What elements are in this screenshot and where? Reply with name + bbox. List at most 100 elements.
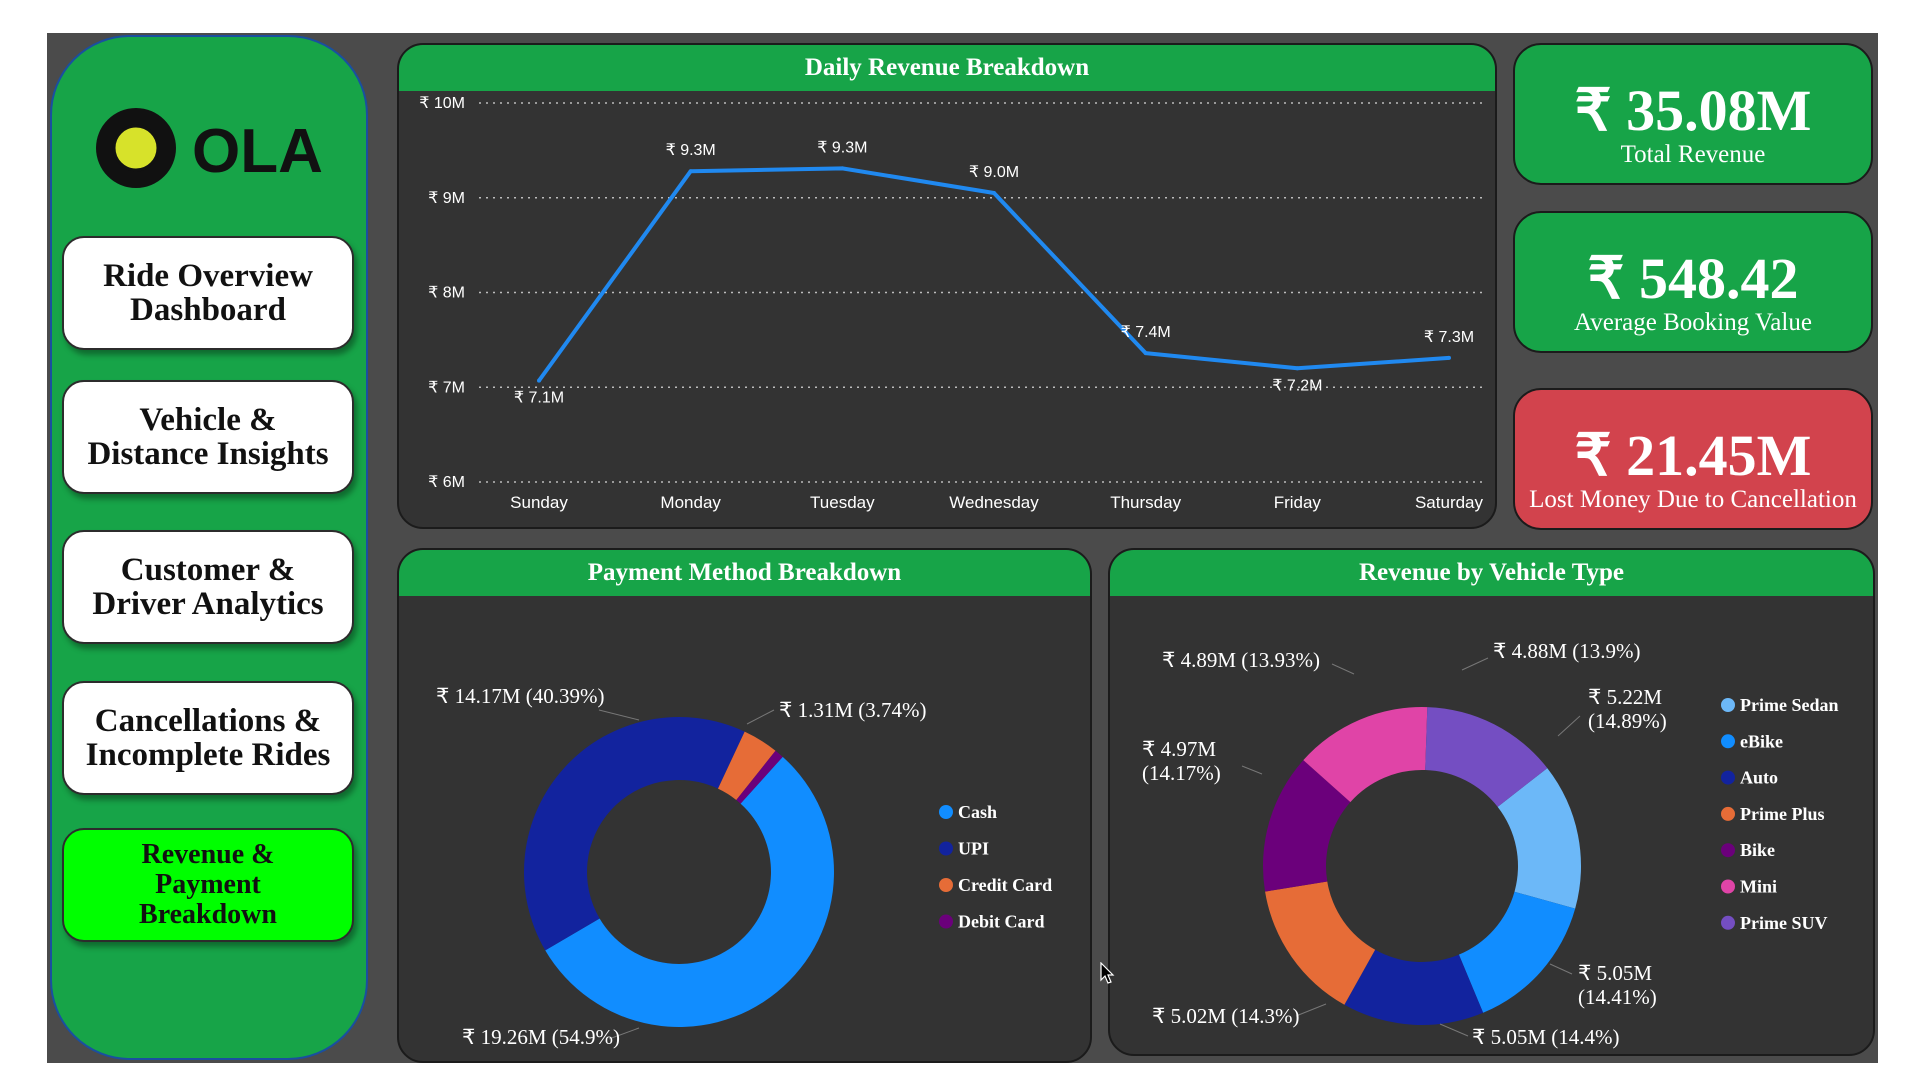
data-label: ₹ 9.0M [969,164,1019,181]
nav-revenue-payment-button[interactable]: Revenue & Payment Breakdown [62,828,354,942]
brand-name: OLA [192,117,323,186]
data-label: ₹ 7.3M [1424,329,1474,346]
legend-label: eBike [1740,731,1783,751]
nav-vehicle-distance-button[interactable]: Vehicle & Distance Insights [62,380,354,494]
slice-data-label: ₹ 1.31M (3.74%) [779,698,927,722]
legend-label: UPI [958,839,989,859]
legend-label: Mini [1740,877,1777,897]
slice-debit-card [736,750,783,804]
slice-prime-plus [1265,881,1376,1005]
leader-line [1549,963,1573,975]
leader-line [1331,663,1355,675]
nav-cancellations-button[interactable]: Cancellations & Incomplete Rides [62,681,354,795]
total-revenue-label: Total Revenue [1620,141,1766,168]
data-point [1143,351,1148,356]
legend-marker [939,805,953,819]
slice-data-label: ₹ 4.88M (13.9%) [1493,639,1641,663]
legend-label: Auto [1740,768,1778,788]
vehicle-type-panel: Revenue by Vehicle Type ₹ 5.22M (14.89%) ₹… [1108,548,1875,1056]
y-tick-label: ₹ 8M [428,285,465,302]
legend-label: Prime SUV [1740,913,1827,933]
lost-money-card: ₹ 21.45M Lost Money Due to Cancellation [1513,388,1873,530]
leader-line [1241,765,1263,775]
legend-marker [1721,734,1735,749]
slice-prime-suv [1425,707,1548,807]
legend-label: Bike [1740,840,1775,860]
data-point [1447,355,1451,360]
slice-data-label: ₹ 19.26M (54.9%) [462,1025,620,1049]
leader-line [746,709,775,725]
slice-credit-card [717,731,776,801]
data-label: ₹ 9.3M [666,142,716,159]
data-label: ₹ 7.1M [514,390,564,407]
slice-ebike [1458,891,1576,1013]
slice-data-label: ₹ 5.05M (14.4%) [1472,1025,1620,1049]
x-tick-label: Friday [1274,493,1322,512]
daily-revenue-line-chart: ₹ 6M ₹ 7M ₹ 8M ₹ 9M ₹ 10M Sunday Monday Tuesday… [419,95,1484,512]
payment-method-panel: Payment Method Breakdown ₹ 14.17M (40.39… [397,548,1092,1063]
y-tick-label: ₹ 10M [419,95,465,112]
lost-money-value: ₹ 21.45M [1574,423,1812,488]
slice-data-label: ₹ 5.22M (14.89%) [1588,685,1667,733]
total-revenue-value: ₹ 35.08M [1574,78,1812,143]
x-tick-label: Saturday [1415,493,1484,512]
legend-label: Prime Sedan [1740,695,1839,715]
data-point [1295,366,1300,371]
data-point [992,191,996,196]
legend-marker [1721,879,1735,894]
legend-marker [939,914,953,929]
legend-marker [939,841,953,856]
nav-ride-overview-button[interactable]: Ride Overview Dashboard [62,236,354,350]
x-tick-label: Monday [660,493,721,512]
legend-marker [1721,843,1735,858]
slice-auto [1344,949,1484,1025]
data-point [537,378,541,383]
total-revenue-card: ₹ 35.08M Total Revenue [1513,43,1873,185]
leader-line [1557,715,1581,737]
ola-logo: OLA [96,108,323,188]
lost-money-label: Lost Money Due to Cancellation [1529,486,1857,513]
legend-marker [1721,915,1735,930]
data-point [840,166,845,171]
slice-data-label: ₹ 5.02M (14.3%) [1152,1004,1300,1028]
leader-line [598,709,640,721]
x-tick-label: Wednesday [949,493,1039,512]
data-label: ₹ 7.4M [1121,324,1171,341]
slice-mini [1303,707,1428,803]
slice-data-label: ₹ 4.89M (13.93%) [1162,648,1320,672]
revenue-line [537,166,1450,382]
avg-booking-value: ₹ 548.42 [1587,246,1799,311]
y-tick-label: ₹ 7M [428,379,465,396]
legend-marker [1721,698,1735,712]
legend-marker [1721,770,1735,785]
y-tick-label: ₹ 9M [428,190,465,207]
slice-data-label: ₹ 5.05M (14.41%) [1578,961,1657,1009]
slice-bike [1263,760,1351,892]
leader-line [1439,1023,1469,1037]
avg-booking-card: ₹ 548.42 Average Booking Value [1513,211,1873,353]
slice-prime-sedan [1497,768,1581,909]
legend-label: Prime Plus [1740,804,1824,824]
payment-method-title: Payment Method Breakdown [399,550,1090,596]
legend-label: Credit Card [958,875,1052,895]
vehicle-type-title: Revenue by Vehicle Type [1110,550,1873,596]
legend-marker [939,878,953,892]
slice-cash [545,756,834,1027]
data-point [688,169,693,174]
y-tick-label: ₹ 6M [428,474,465,491]
x-tick-label: Tuesday [810,493,875,512]
legend-label: Debit Card [958,912,1045,932]
slice-upi [524,717,745,951]
slice-data-label: ₹ 14.17M (40.39%) [436,684,605,708]
legend-label: Cash [958,802,997,822]
mouse-cursor-icon [1100,962,1115,984]
leader-line [1295,1003,1327,1017]
payment-method-donut-chart: ₹ 14.17M (40.39%) ₹ 1.31M (3.74%) ₹ 19.26M… [436,684,1052,1049]
vehicle-type-donut-chart: ₹ 5.22M (14.89%) ₹ 5.05M (14.41%) ₹ 5.05M (1… [1142,639,1839,1049]
legend-marker [1721,806,1735,821]
daily-revenue-panel: Daily Revenue Breakdown ₹ 6M ₹ 7M ₹ 8M ₹ 9M… [397,43,1497,529]
nav-customer-driver-button[interactable]: Customer & Driver Analytics [62,530,354,644]
data-label: ₹ 7.2M [1272,377,1322,394]
avg-booking-label: Average Booking Value [1574,309,1812,336]
x-tick-label: Sunday [510,493,568,512]
